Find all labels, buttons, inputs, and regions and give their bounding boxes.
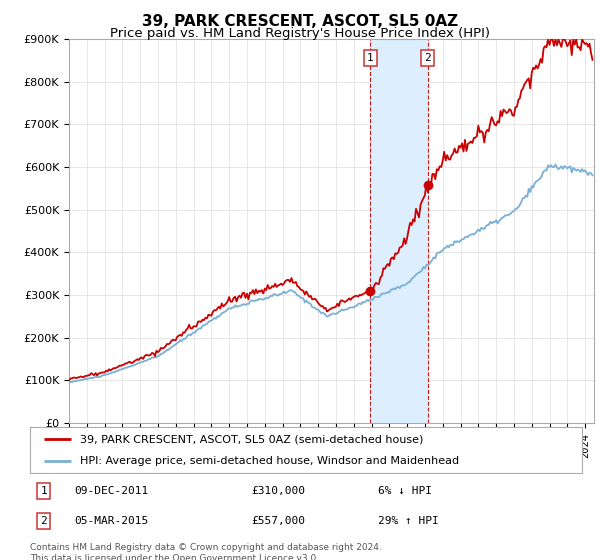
Text: 2: 2 xyxy=(40,516,47,526)
Text: £310,000: £310,000 xyxy=(251,486,305,496)
Text: 1: 1 xyxy=(40,486,47,496)
Text: 39, PARK CRESCENT, ASCOT, SL5 0AZ: 39, PARK CRESCENT, ASCOT, SL5 0AZ xyxy=(142,14,458,29)
Text: 2: 2 xyxy=(425,53,431,63)
Text: £557,000: £557,000 xyxy=(251,516,305,526)
Text: Contains HM Land Registry data © Crown copyright and database right 2024.
This d: Contains HM Land Registry data © Crown c… xyxy=(30,543,382,560)
Text: 6% ↓ HPI: 6% ↓ HPI xyxy=(378,486,432,496)
Text: 09-DEC-2011: 09-DEC-2011 xyxy=(74,486,148,496)
Text: 29% ↑ HPI: 29% ↑ HPI xyxy=(378,516,439,526)
Text: 39, PARK CRESCENT, ASCOT, SL5 0AZ (semi-detached house): 39, PARK CRESCENT, ASCOT, SL5 0AZ (semi-… xyxy=(80,434,423,444)
Text: 1: 1 xyxy=(367,53,374,63)
Bar xyxy=(370,39,428,423)
Text: Price paid vs. HM Land Registry's House Price Index (HPI): Price paid vs. HM Land Registry's House … xyxy=(110,27,490,40)
Text: 05-MAR-2015: 05-MAR-2015 xyxy=(74,516,148,526)
Text: HPI: Average price, semi-detached house, Windsor and Maidenhead: HPI: Average price, semi-detached house,… xyxy=(80,456,459,466)
